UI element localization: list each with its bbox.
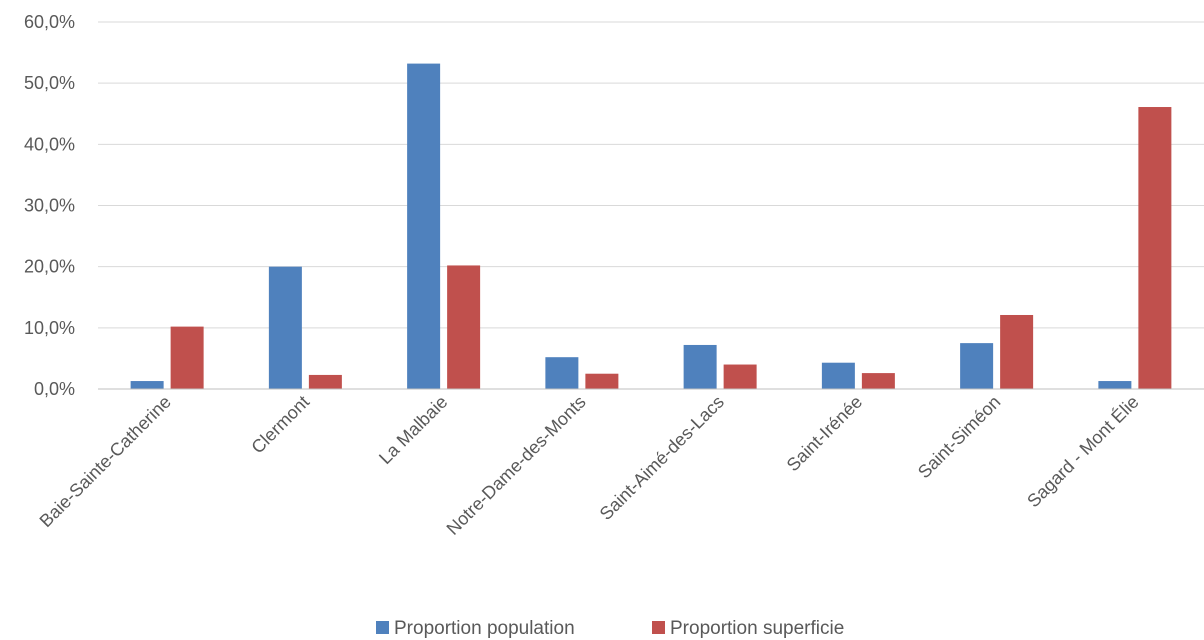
bar-proportion-superficie	[723, 364, 757, 389]
y-tick-label: 20,0%	[24, 257, 75, 277]
legend-label-proportion-population: Proportion population	[394, 618, 575, 639]
bar-proportion-superficie	[585, 373, 619, 389]
y-tick-label: 0,0%	[34, 379, 75, 399]
bar-proportion-superficie	[1138, 107, 1172, 389]
x-axis-category-labels: Baie-Sainte-Catherine Clermont La MalbaieN…	[36, 392, 1143, 539]
bar-proportion-population	[1098, 381, 1132, 389]
bar-proportion-population	[130, 381, 164, 389]
bar-proportion-population	[683, 344, 717, 389]
bar-proportion-population	[821, 362, 855, 389]
x-category-label: Sagard - Mont Élie	[1023, 392, 1143, 512]
y-tick-label: 60,0%	[24, 12, 75, 32]
bar-proportion-population	[545, 357, 579, 389]
x-category-label: Saint-Irénée	[783, 392, 866, 475]
bar-proportion-population	[960, 343, 994, 389]
y-tick-label: 40,0%	[24, 134, 75, 154]
bar-proportion-superficie	[1000, 314, 1034, 389]
x-category-label: Notre-Dame-des-Monts	[443, 392, 590, 539]
legend: Proportion population Proportion superfi…	[376, 618, 844, 639]
y-tick-label: 30,0%	[24, 196, 75, 216]
y-tick-label: 50,0%	[24, 73, 75, 93]
x-category-label: Baie-Sainte-Catherine	[36, 392, 175, 531]
bar-proportion-population	[268, 266, 302, 389]
bar-proportion-superficie	[447, 265, 481, 389]
bar-proportion-superficie	[170, 326, 204, 389]
bar-proportion-population	[407, 63, 441, 390]
bars	[130, 63, 1172, 390]
legend-swatch-proportion-superficie	[652, 621, 665, 634]
gridlines	[98, 21, 1204, 329]
bar-proportion-superficie	[861, 373, 895, 389]
y-tick-label: 10,0%	[24, 318, 75, 338]
y-axis-tick-labels: 0,0% 10,0% 20,0% 30,0% 40,0% 50,0% 60,0%	[24, 12, 75, 399]
legend-swatch-proportion-population	[376, 621, 389, 634]
x-category-label: Saint-Siméon	[914, 392, 1005, 483]
x-category-label: La Malbaie	[375, 392, 451, 468]
x-category-label: Saint-Aimé-des-Lacs	[596, 392, 728, 524]
x-category-label: Clermont	[247, 392, 313, 458]
legend-label-proportion-superficie: Proportion superficie	[670, 618, 844, 639]
bar-proportion-superficie	[308, 374, 342, 389]
